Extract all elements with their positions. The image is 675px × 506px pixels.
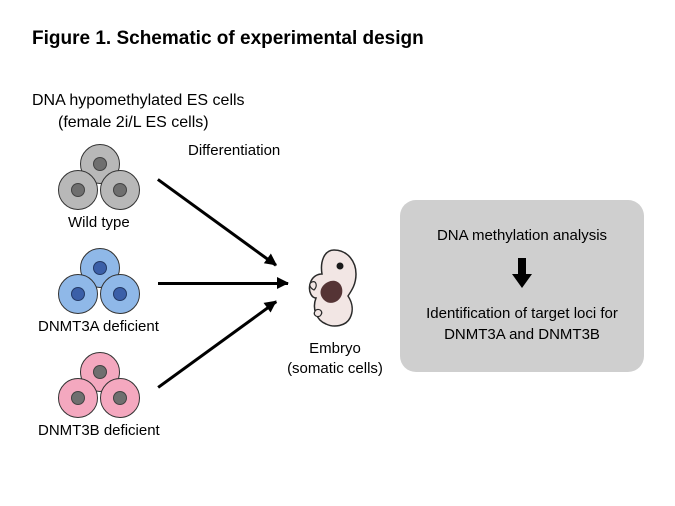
cell-cluster-dnmt3a	[58, 248, 142, 318]
cluster-label-dnmt3b: DNMT3B deficient	[38, 422, 160, 439]
arrow-icon	[157, 178, 277, 266]
nucleus-icon	[93, 261, 107, 275]
cell-icon	[100, 170, 140, 210]
cell-icon	[58, 170, 98, 210]
cluster-label-wildtype: Wild type	[68, 214, 130, 231]
cell-icon	[100, 378, 140, 418]
cell-icon	[58, 378, 98, 418]
subtitle-line-1: DNA hypomethylated ES cells	[32, 92, 245, 110]
embryo-icon	[298, 244, 368, 330]
cell-icon	[100, 274, 140, 314]
nucleus-icon	[113, 287, 127, 301]
cell-icon	[58, 274, 98, 314]
nucleus-icon	[71, 391, 85, 405]
nucleus-icon	[93, 365, 107, 379]
embryo-limb	[314, 309, 321, 316]
arrow-icon	[157, 300, 277, 388]
figure-title: Figure 1. Schematic of experimental desi…	[32, 28, 424, 50]
cell-cluster-wildtype	[58, 144, 142, 214]
cluster-label-dnmt3a: DNMT3A deficient	[38, 318, 159, 335]
analysis-result: Identification of target loci for DNMT3A…	[410, 304, 634, 345]
differentiation-label: Differentiation	[188, 142, 280, 159]
subtitle-line-2: (female 2i/L ES cells)	[58, 114, 209, 132]
nucleus-icon	[71, 183, 85, 197]
analysis-box: DNA methylation analysis Identification …	[400, 200, 644, 372]
nucleus-icon	[113, 183, 127, 197]
nucleus-icon	[113, 391, 127, 405]
nucleus-icon	[93, 157, 107, 171]
arrow-icon	[158, 282, 288, 285]
nucleus-icon	[71, 287, 85, 301]
embryo-eye	[337, 263, 344, 270]
embryo-sublabel: (somatic cells)	[278, 360, 392, 377]
down-arrow-icon	[514, 258, 530, 290]
cell-cluster-dnmt3b	[58, 352, 142, 422]
embryo-label: Embryo	[300, 340, 370, 357]
analysis-title: DNA methylation analysis	[437, 227, 607, 244]
